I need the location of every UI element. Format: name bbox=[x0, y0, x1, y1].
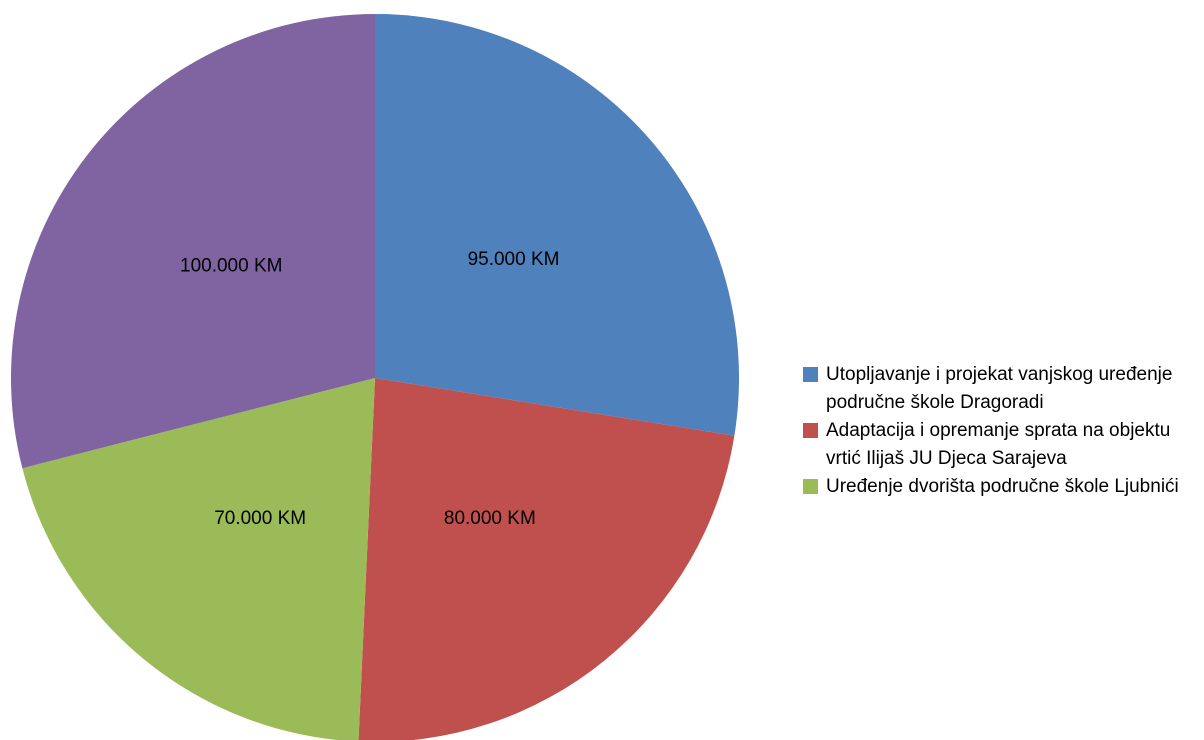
pie-slice bbox=[358, 378, 735, 740]
legend-entry: Adaptacija i opremanje sprata na objektu… bbox=[803, 417, 1203, 473]
legend-swatch bbox=[803, 479, 818, 494]
legend-swatch bbox=[803, 367, 818, 382]
legend: Utopljavanje i projekat vanjskog uređenj… bbox=[803, 361, 1203, 501]
pie-slice bbox=[375, 14, 739, 436]
legend-entry: Utopljavanje i projekat vanjskog uređenj… bbox=[803, 361, 1203, 417]
data-label: 95.000 KM bbox=[468, 249, 560, 270]
legend-label: Utopljavanje i projekat vanjskog uređenj… bbox=[826, 364, 1173, 413]
legend-swatch bbox=[803, 423, 818, 438]
data-label: 80.000 KM bbox=[444, 508, 536, 529]
data-label: 70.000 KM bbox=[214, 508, 306, 529]
data-label: 100.000 KM bbox=[180, 255, 282, 276]
legend-label: Uređenje dvorišta područne škole Ljubnić… bbox=[826, 476, 1179, 497]
legend-entry: Uređenje dvorišta područne škole Ljubnić… bbox=[803, 473, 1203, 501]
legend-label: Adaptacija i opremanje sprata na objektu… bbox=[826, 420, 1171, 469]
pie-slice bbox=[22, 378, 375, 740]
pie-slice bbox=[10, 14, 375, 469]
